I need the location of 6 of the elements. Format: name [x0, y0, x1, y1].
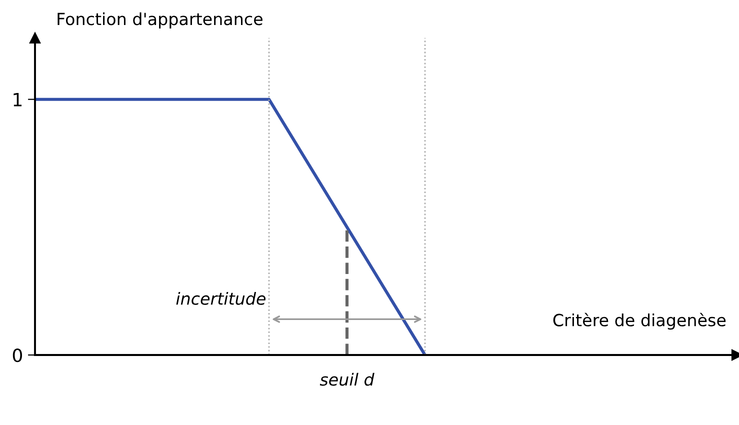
- text: seuil d: [320, 372, 374, 386]
- annotation: incertitude: [176, 292, 266, 305]
- y-axis-title: Fonction d'appartenance: [58, 12, 262, 28]
- y-tick-label: 1: [14, 93, 22, 106]
- x-axis-title: Critère de diagenèse: [553, 312, 726, 330]
- y-tick-label: 0: [12, 348, 22, 362]
